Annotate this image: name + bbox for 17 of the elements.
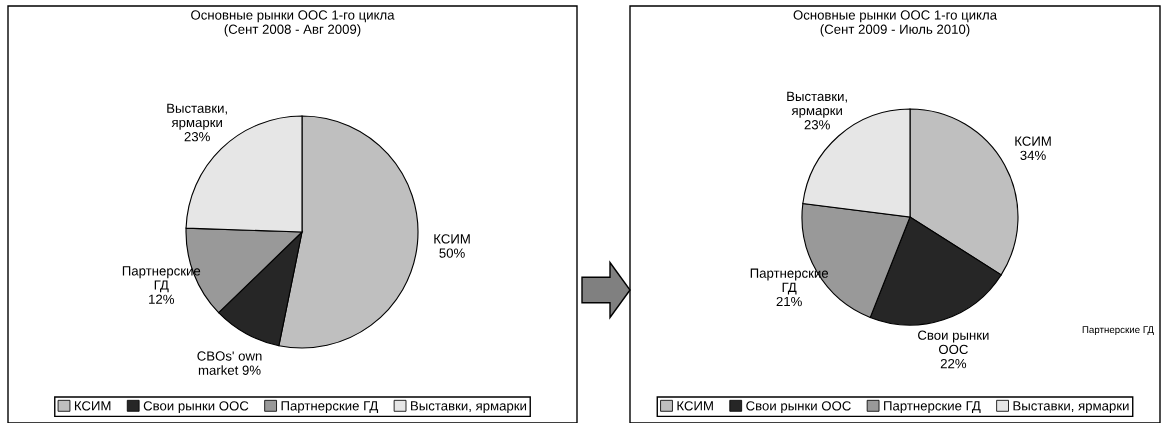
legend-label: КСИМ [74,401,111,411]
legend-label: Выставки, ярмарки [411,401,527,414]
text: Партнерские ГД [1082,326,1154,336]
legend-label: Свои рынки ООС [746,401,851,414]
data-label: CBOs' own market 9% [197,351,262,375]
legend-label: Партнерские ГД [884,401,981,414]
chart-title: Основные рынки ООС 1-го цикла (Сент 2008 - Авг 2009) [191,10,395,37]
legend-label: Партнерские ГД [281,401,379,414]
chart-title: Основные рынки ООС 1-го цикла (Сент 2009 - Июль 2010) [793,10,998,37]
legend-label: Свои рынки ООС [143,401,249,414]
legend-label: КСИМ [677,401,713,411]
data-label: КСИМ 50% [434,234,470,258]
data-label: Свои рынки ООС 22% [918,330,989,369]
legend-label: Выставки, ярмарки [1013,401,1129,414]
data-label: Выставки, ярмарки 23% [787,91,847,130]
data-label: КСИМ 34% [1015,136,1051,161]
data-label: Выставки, ярмарки 23% [167,103,227,142]
